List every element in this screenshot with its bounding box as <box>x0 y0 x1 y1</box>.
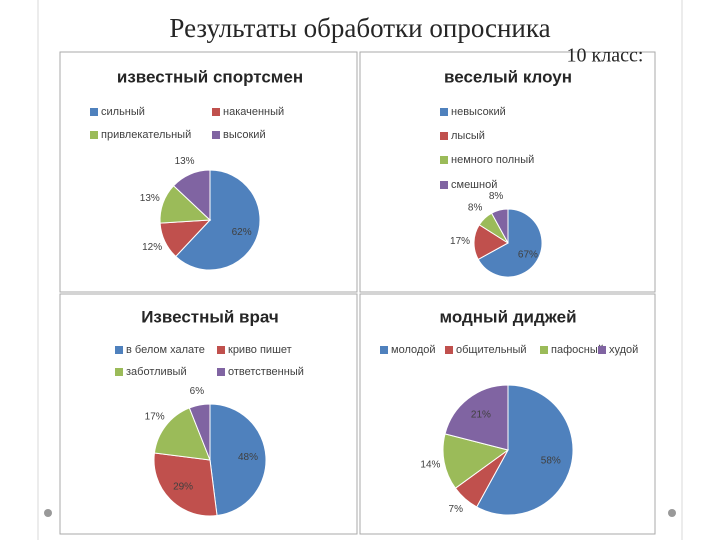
legend-swatch <box>90 131 98 139</box>
data-label: 48% <box>238 452 258 463</box>
legend-swatch <box>212 131 220 139</box>
data-label: 7% <box>449 504 464 515</box>
legend-swatch <box>598 346 606 354</box>
legend-swatch <box>90 108 98 116</box>
chart-title: модный диджей <box>439 307 576 326</box>
legend-label: смешной <box>451 179 497 191</box>
legend-label: криво пишет <box>228 344 292 356</box>
legend-swatch <box>445 346 453 354</box>
pie-slice <box>153 452 218 517</box>
legend-swatch <box>380 346 388 354</box>
legend-label: худой <box>609 344 638 356</box>
data-label: 13% <box>175 156 195 167</box>
pie-slice <box>490 208 509 244</box>
legend-label: привлекательный <box>101 129 191 141</box>
slide-title: Результаты обработки опросника <box>169 13 550 43</box>
legend-label: немного полный <box>451 154 534 166</box>
data-label: 17% <box>450 236 470 247</box>
legend-swatch <box>440 132 448 140</box>
data-label: 58% <box>541 456 561 467</box>
legend-swatch <box>440 181 448 189</box>
legend-label: молодой <box>391 344 436 356</box>
pie-slice <box>172 169 211 222</box>
legend-swatch <box>217 346 225 354</box>
chart-title: Известный врач <box>141 307 279 326</box>
legend-swatch <box>440 156 448 164</box>
legend-label: в белом халате <box>126 344 205 356</box>
legend-swatch <box>115 368 123 376</box>
data-label: 8% <box>489 191 504 202</box>
legend-label: пафосный <box>551 344 604 356</box>
legend-label: сильный <box>101 106 145 118</box>
slide-subtitle: 10 класс: <box>567 45 644 67</box>
data-label: 17% <box>145 412 165 423</box>
chart-title: известный спортсмен <box>117 67 303 86</box>
pie-slice <box>442 433 510 489</box>
legend-swatch <box>115 346 123 354</box>
chart-title: веселый клоун <box>444 67 572 86</box>
pie-slice <box>444 384 509 451</box>
legend-label: общительный <box>456 344 527 356</box>
pie-slice <box>175 169 261 271</box>
legend-label: высокий <box>223 129 266 141</box>
legend-swatch <box>217 368 225 376</box>
pie-slice <box>477 208 543 278</box>
legend-label: заботливый <box>126 366 187 378</box>
legend-swatch <box>540 346 548 354</box>
data-label: 29% <box>173 482 193 493</box>
data-label: 13% <box>140 193 160 204</box>
pie-slice <box>188 403 211 461</box>
decor-dot <box>44 509 52 517</box>
pie-slice <box>153 407 211 461</box>
legend-swatch <box>440 108 448 116</box>
legend-label: ответственный <box>228 366 304 378</box>
legend-label: лысый <box>451 130 485 142</box>
decor-dot <box>668 509 676 517</box>
legend-label: невысокий <box>451 106 506 118</box>
data-label: 21% <box>471 410 491 421</box>
data-label: 14% <box>420 459 440 470</box>
legend-label: накаченный <box>223 106 284 118</box>
pie-slice <box>209 403 267 517</box>
data-label: 12% <box>142 242 162 253</box>
data-label: 67% <box>518 249 538 260</box>
legend-swatch <box>212 108 220 116</box>
pie-slice <box>476 384 574 516</box>
data-label: 8% <box>468 203 483 214</box>
data-label: 62% <box>232 227 252 238</box>
data-label: 6% <box>190 386 205 397</box>
